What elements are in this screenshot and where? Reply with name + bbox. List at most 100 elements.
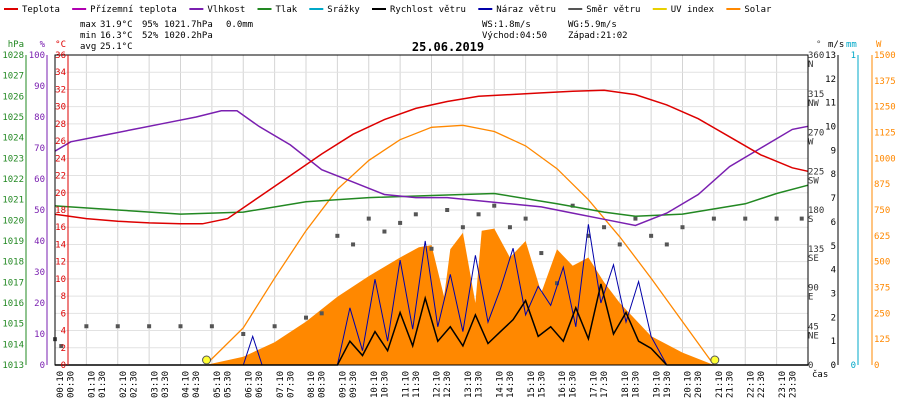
pressure-tick: 1015	[2, 320, 24, 330]
wind-direction-point	[633, 216, 638, 221]
wind-direction-point	[335, 233, 340, 238]
humidity-tick: 100	[29, 51, 45, 61]
wind-direction-point	[59, 344, 64, 349]
wind-tick: 9	[831, 146, 836, 156]
legend-entry: Tlak	[276, 5, 298, 15]
pressure-axis-title: hPa	[8, 40, 24, 50]
wind-direction-point	[602, 225, 607, 230]
wind-tick: 12	[825, 75, 836, 85]
wind-axis-title: m/s	[828, 40, 844, 50]
time-tick: 05:10	[213, 371, 223, 398]
humidity-tick: 60	[34, 175, 45, 185]
time-tick: 09:30	[349, 371, 359, 398]
wind-tick: 0	[831, 361, 836, 371]
time-tick: 04:10	[182, 371, 192, 398]
pressure-tick: 1023	[2, 154, 24, 164]
sun-marker	[710, 355, 720, 365]
time-tick: 18:10	[621, 371, 631, 398]
wind-tick: 4	[831, 266, 836, 276]
wind-direction-point	[743, 216, 748, 221]
temperature-tick: 10	[55, 275, 66, 285]
humidity-tick: 10	[34, 330, 45, 340]
time-tick: 01:10	[88, 371, 98, 398]
wind-speed-line	[55, 283, 808, 366]
time-tick: 08:30	[318, 371, 328, 398]
wind-direction-point	[617, 242, 622, 247]
wind-direction-point	[84, 324, 89, 329]
solar-tick: 1125	[874, 129, 896, 139]
wind-direction-point	[460, 225, 465, 230]
solar-tick: 125	[874, 335, 890, 345]
wind-direction-point	[523, 216, 528, 221]
time-tick: 10:10	[370, 371, 380, 398]
wind-direction-point	[382, 229, 387, 234]
temperature-axis-title: °C	[55, 40, 66, 50]
direction-label: SE	[808, 254, 819, 264]
direction-axis-title: °	[816, 40, 821, 50]
time-tick: 11:10	[401, 371, 411, 398]
temperature-tick: 32	[55, 85, 66, 95]
time-tick: 16:30	[569, 371, 579, 398]
stat-min-temp: 16.3°C	[100, 31, 133, 41]
humidity-tick: 70	[34, 144, 45, 154]
solar-tick: 0	[874, 361, 879, 371]
pressure-tick: 1017	[2, 278, 24, 288]
time-tick: 18:30	[631, 371, 641, 398]
time-tick: 04:30	[192, 371, 202, 398]
time-tick: 13:10	[464, 371, 474, 398]
pressure-tick: 1021	[2, 196, 24, 206]
wind-direction-point	[209, 324, 214, 329]
time-tick: 23:30	[788, 371, 798, 398]
chart-title: 25.06.2019	[412, 40, 484, 54]
time-tick: 06:30	[255, 371, 265, 398]
wind-direction-point	[586, 233, 591, 238]
temperature-tick: 30	[55, 103, 66, 113]
wind-direction-point	[774, 216, 779, 221]
wind-gust-line	[55, 224, 808, 366]
pressure-tick: 1020	[2, 216, 24, 226]
temperature-tick: 18	[55, 206, 66, 216]
humidity-line	[54, 110, 809, 227]
temperature-tick: 36	[55, 51, 66, 61]
temperature-tick: 20	[55, 189, 66, 199]
stat-min-label: min	[80, 31, 96, 41]
wind-direction-point	[178, 324, 183, 329]
humidity-axis-title: %	[40, 40, 46, 50]
humidity-tick: 40	[34, 237, 45, 247]
time-tick: 22:10	[746, 371, 756, 398]
rain-axis-title: mm	[846, 40, 857, 50]
wind-direction-point	[429, 246, 434, 251]
direction-label: SW	[808, 176, 819, 186]
time-tick: 11:30	[412, 371, 422, 398]
stat-avg-label: avg	[80, 42, 96, 52]
legend-entry: Směr větru	[586, 5, 640, 15]
stat-max-label: max	[80, 20, 97, 30]
wind-direction-point	[445, 208, 450, 212]
wind-direction-point	[115, 324, 120, 329]
wind-tick: 13	[825, 51, 836, 61]
time-tick: 01:30	[98, 371, 108, 398]
wind-direction-point	[799, 216, 804, 221]
legend-entry: Teplota	[22, 5, 60, 15]
temperature-tick: 34	[55, 68, 66, 78]
sun-marker	[202, 355, 212, 365]
stat-wg: WG:5.9m/s	[568, 20, 617, 30]
stat-avg-temp: 25.1°C	[100, 42, 133, 52]
wind-tick: 5	[831, 242, 836, 252]
chart-legend: Teplota Přízemní teplota Vlhkost Tlak Srážky…	[4, 5, 772, 15]
time-tick: 13:30	[475, 371, 485, 398]
temperature-tick: 22	[55, 172, 66, 182]
solar-clear-sky-line	[205, 124, 715, 366]
stat-max-rain: 0.0mm	[226, 20, 253, 30]
wind-tick: 1	[831, 337, 836, 347]
temperature-tick: 24	[55, 154, 66, 164]
temperature-tick: 16	[55, 223, 66, 233]
time-tick: 02:10	[119, 371, 129, 398]
direction-tick: 225	[808, 167, 824, 177]
time-tick: 17:10	[590, 371, 600, 398]
time-tick: 22:30	[757, 371, 767, 398]
wind-direction-point	[413, 212, 418, 217]
solar-tick: 625	[874, 232, 890, 242]
pressure-tick: 1025	[2, 113, 24, 123]
